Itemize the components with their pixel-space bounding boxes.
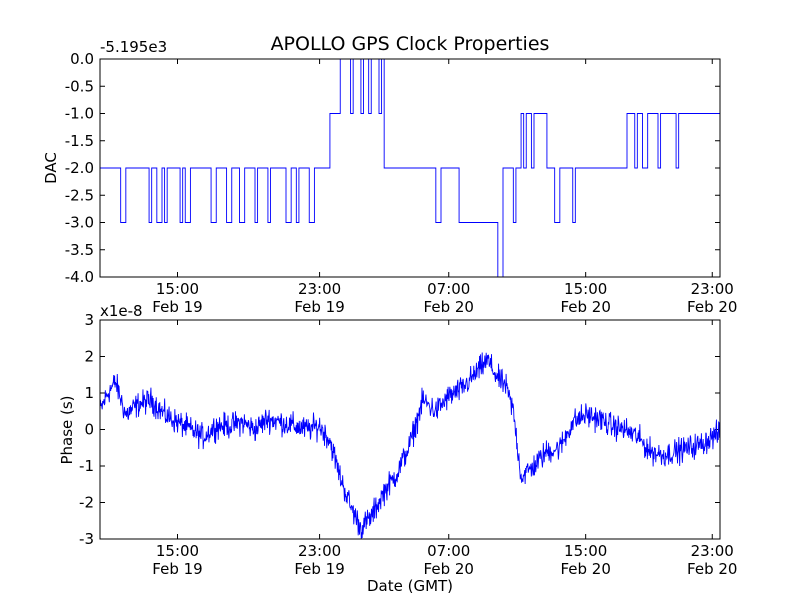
dac-ytick-label: -0.5 xyxy=(65,77,94,95)
phase-ytick-label: 3 xyxy=(84,311,94,329)
dac-xtick-date-label: Feb 20 xyxy=(687,298,737,316)
dac-ytick-label: -4.0 xyxy=(65,268,94,286)
phase-xtick-date-label: Feb 20 xyxy=(687,560,737,578)
dac-chart-panel: APOLLO GPS Clock Properties -5.195e3 DAC… xyxy=(42,33,737,316)
phase-xtick-time-label: 07:00 xyxy=(427,542,470,560)
phase-ytick-label: 1 xyxy=(84,384,94,402)
dac-offset-label: -5.195e3 xyxy=(100,38,167,56)
phase-y-axis-label: Phase (s) xyxy=(58,395,76,464)
dac-tick-labels: 0.0 -0.5 -1.0 -1.5 -2.0 -2.5 -3.0 -3.5 -4.0 15:00… xyxy=(65,50,738,316)
dac-xtick-time-label: 23:00 xyxy=(691,280,734,298)
dac-ytick-label: -2.5 xyxy=(65,186,94,204)
dac-xtick-date-label: Feb 20 xyxy=(424,298,474,316)
dac-ytick-label: -1.0 xyxy=(65,105,94,123)
phase-ytick-label: -1 xyxy=(79,457,94,475)
dac-y-axis-label: DAC xyxy=(42,152,60,184)
phase-ytick-label: 2 xyxy=(84,348,94,366)
dac-ytick-label: 0.0 xyxy=(70,50,94,68)
phase-ytick-label: -2 xyxy=(79,494,94,512)
phase-series-line xyxy=(99,352,721,539)
dac-xtick-time-label: 23:00 xyxy=(298,280,341,298)
phase-ytick-label: -3 xyxy=(79,530,94,548)
dac-series-line xyxy=(100,58,720,278)
phase-xtick-time-label: 15:00 xyxy=(564,542,607,560)
phase-xtick-date-label: Feb 20 xyxy=(560,560,610,578)
dac-ytick-label: -3.0 xyxy=(65,214,94,232)
phase-xtick-date-label: Feb 20 xyxy=(424,560,474,578)
phase-xtick-time-label: 15:00 xyxy=(156,542,199,560)
x-axis-label: Date (GMT) xyxy=(367,577,453,595)
phase-xtick-date-label: Feb 19 xyxy=(294,560,344,578)
dac-xtick-date-label: Feb 20 xyxy=(560,298,610,316)
phase-xtick-date-label: Feb 19 xyxy=(152,560,202,578)
phase-chart-panel: x1e-8 Phase (s) Date (GMT) 3 2 1 0 -1 -2 -3 15:… xyxy=(58,302,737,595)
chart-title: APOLLO GPS Clock Properties xyxy=(271,33,550,55)
dac-xtick-time-label: 07:00 xyxy=(427,280,470,298)
dac-xtick-date-label: Feb 19 xyxy=(152,298,202,316)
dac-xtick-time-label: 15:00 xyxy=(564,280,607,298)
phase-plot-frame xyxy=(99,319,721,540)
dac-xtick-date-label: Feb 19 xyxy=(294,298,344,316)
phase-ytick-label: 0 xyxy=(84,421,94,439)
dac-ytick-label: -3.5 xyxy=(65,241,94,259)
dac-ytick-label: -2.0 xyxy=(65,159,94,177)
dac-plot-frame xyxy=(99,58,721,278)
phase-xtick-time-label: 23:00 xyxy=(691,542,734,560)
phase-offset-label: x1e-8 xyxy=(100,302,143,320)
phase-xtick-time-label: 23:00 xyxy=(298,542,341,560)
dac-xtick-time-label: 15:00 xyxy=(156,280,199,298)
dac-ytick-label: -1.5 xyxy=(65,132,94,150)
